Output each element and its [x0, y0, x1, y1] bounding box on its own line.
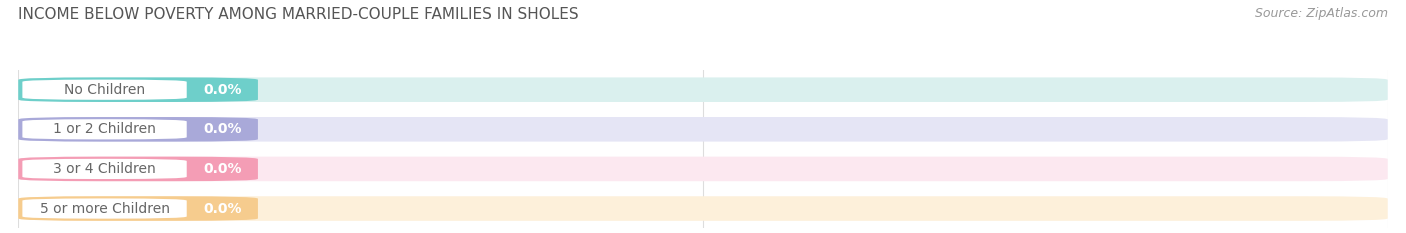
Text: Source: ZipAtlas.com: Source: ZipAtlas.com	[1254, 7, 1388, 20]
Text: 0.0%: 0.0%	[202, 122, 242, 136]
FancyBboxPatch shape	[18, 157, 257, 181]
Text: 5 or more Children: 5 or more Children	[39, 202, 170, 216]
FancyBboxPatch shape	[22, 119, 187, 139]
Text: 1 or 2 Children: 1 or 2 Children	[53, 122, 156, 136]
Text: No Children: No Children	[65, 83, 145, 97]
Text: 0.0%: 0.0%	[202, 202, 242, 216]
FancyBboxPatch shape	[22, 199, 187, 219]
Text: 3 or 4 Children: 3 or 4 Children	[53, 162, 156, 176]
Text: 0.0%: 0.0%	[202, 83, 242, 97]
FancyBboxPatch shape	[18, 157, 1388, 181]
FancyBboxPatch shape	[18, 117, 1388, 142]
FancyBboxPatch shape	[22, 80, 187, 100]
FancyBboxPatch shape	[18, 77, 257, 102]
FancyBboxPatch shape	[18, 196, 1388, 221]
FancyBboxPatch shape	[22, 159, 187, 179]
Text: 0.0%: 0.0%	[202, 162, 242, 176]
Text: INCOME BELOW POVERTY AMONG MARRIED-COUPLE FAMILIES IN SHOLES: INCOME BELOW POVERTY AMONG MARRIED-COUPL…	[18, 7, 579, 22]
FancyBboxPatch shape	[18, 117, 257, 142]
FancyBboxPatch shape	[18, 77, 1388, 102]
FancyBboxPatch shape	[18, 196, 257, 221]
